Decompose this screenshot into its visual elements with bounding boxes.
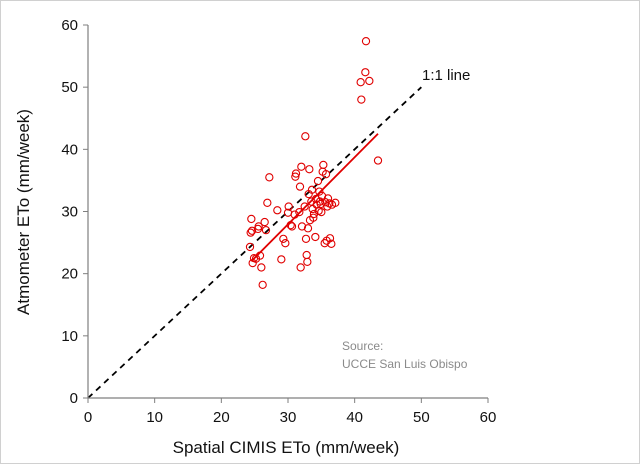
data-point [302,250,311,260]
data-point [273,206,282,215]
data-point [307,185,317,194]
data-point [296,263,305,272]
y-tick-label: 30 [61,204,78,221]
data-point [303,224,313,233]
y-axis-title: Atmometer ETo (mm/week) [14,109,33,315]
data-point [281,239,290,248]
x-tick-label: 0 [84,409,92,426]
data-point [258,280,267,290]
fit-layer [250,133,379,262]
source-note-line-1: Source: [342,339,383,353]
data-point [365,76,374,86]
data-point [300,202,309,211]
data-point [331,198,340,207]
data-point [361,68,370,77]
ref-line-label: 1:1 line [422,67,470,84]
x-tick-label: 10 [146,409,163,426]
data-point [291,169,301,178]
data-point [265,173,274,182]
data-point [297,162,306,171]
data-point [246,228,255,237]
data-point [254,222,263,231]
y-tick-label: 20 [61,266,78,283]
reference-layer [87,86,422,399]
data-point [257,263,266,272]
data-point [305,165,314,174]
data-point [245,242,255,252]
data-point [291,172,300,181]
data-point [260,217,269,227]
x-tick-label: 30 [280,409,297,426]
data-point [247,226,257,235]
data-point [279,234,288,244]
data-point [261,225,271,235]
data-point [311,232,320,242]
data-point [313,176,323,186]
y-tick-label: 60 [61,17,78,34]
data-point [303,257,312,267]
data-point [373,156,383,165]
data-point [247,214,256,224]
axes-layer: 0 10 20 30 40 50 60 0 10 20 30 40 50 60 [61,17,496,426]
data-point [295,182,305,191]
data-point [315,197,325,206]
data-point [315,187,324,196]
x-tick-label: 40 [346,409,363,426]
trend-line [250,133,379,262]
points-layer [245,37,383,290]
data-point [277,255,286,264]
data-point [309,213,318,222]
x-tick-label: 60 [480,409,497,426]
data-point [284,202,293,211]
data-point [297,222,307,231]
y-tick-label: 50 [61,79,78,96]
data-point [301,234,311,244]
one-to-one-line [87,86,422,399]
x-tick-label: 20 [213,409,230,426]
data-point [287,222,297,231]
y-tick-label: 10 [61,328,78,345]
data-point [361,37,371,46]
x-axis-title: Spatial CIMIS ETo (mm/week) [173,438,400,457]
data-point [263,198,272,207]
source-note-line-2: UCCE San Luis Obispo [342,357,468,371]
data-point [325,234,335,243]
data-point [356,78,365,87]
data-point [301,132,310,141]
data-point [357,95,366,104]
data-point [323,194,333,203]
data-point [317,207,326,217]
data-point [295,207,304,217]
x-tick-label: 50 [413,409,430,426]
y-tick-label: 40 [61,141,78,158]
data-point [327,239,336,248]
data-point [321,170,331,179]
data-point [319,160,328,170]
y-tick-label: 0 [70,390,78,407]
